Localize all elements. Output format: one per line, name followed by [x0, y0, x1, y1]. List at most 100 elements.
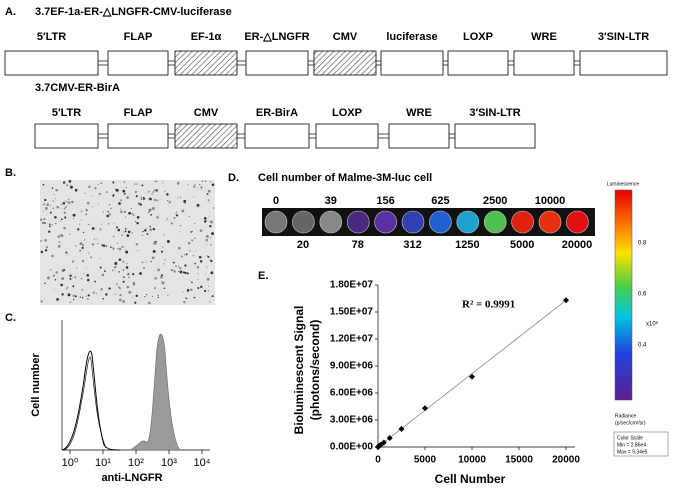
- cell: [102, 211, 104, 213]
- cell: [125, 216, 127, 218]
- element-box: [244, 123, 310, 149]
- cell: [149, 208, 152, 211]
- cell: [211, 232, 214, 235]
- cell: [62, 181, 66, 184]
- color-scale-text: Min = 2.86e4: [617, 442, 646, 448]
- cell: [126, 196, 129, 199]
- cell: [82, 260, 84, 262]
- cell: [166, 217, 168, 220]
- cell: [71, 200, 74, 204]
- cell: [63, 268, 66, 272]
- cell: [45, 207, 48, 210]
- axis-label: anti-LNGFR: [101, 472, 162, 484]
- cell: [61, 277, 65, 280]
- cell: [85, 208, 88, 212]
- cell: [127, 274, 130, 276]
- cell: [128, 290, 132, 294]
- cell: [185, 297, 188, 300]
- cell: [109, 215, 111, 217]
- cell: [204, 273, 206, 275]
- color-scale-text: Color Scale: [617, 435, 643, 441]
- cell: [131, 212, 134, 215]
- cell: [133, 284, 135, 286]
- cell: [101, 223, 103, 225]
- cell: [72, 277, 74, 279]
- cell: [160, 275, 163, 279]
- cell: [60, 283, 63, 287]
- cell: [135, 195, 138, 198]
- cell: [140, 198, 143, 201]
- cell: [131, 232, 133, 234]
- cell: [123, 276, 125, 278]
- cell: [72, 294, 75, 297]
- cell: [211, 295, 214, 298]
- cell: [49, 211, 52, 214]
- element-label: LOXP: [332, 107, 362, 119]
- cell: [157, 296, 159, 299]
- cell: [201, 180, 204, 183]
- cell: [43, 222, 45, 224]
- cell: [175, 211, 177, 213]
- cell: [186, 272, 189, 275]
- cell: [191, 230, 193, 232]
- cell: [60, 203, 63, 206]
- cell: [179, 231, 181, 233]
- cell: [211, 183, 215, 187]
- cell: [102, 297, 104, 300]
- cell: [82, 231, 85, 234]
- cell: [153, 181, 155, 183]
- cell: [55, 188, 59, 192]
- cell: [191, 281, 193, 284]
- cell: [156, 216, 159, 219]
- cell: [69, 277, 72, 280]
- cell: [46, 276, 50, 280]
- cell: [147, 198, 149, 199]
- cell: [200, 186, 203, 189]
- y-tick-label: 6.00E+06: [330, 388, 374, 399]
- cell: [148, 190, 150, 193]
- cell: [178, 271, 180, 272]
- cell: [56, 298, 59, 301]
- y-tick-label: 3.00E+06: [330, 415, 374, 426]
- cell: [53, 193, 55, 196]
- well: [264, 210, 288, 234]
- cell: [108, 213, 111, 216]
- cell: [92, 291, 95, 294]
- cell: [152, 191, 155, 193]
- cell: [55, 271, 58, 274]
- cell-number: 0: [273, 195, 279, 207]
- x-tick-label: 0: [375, 455, 381, 466]
- cell: [155, 189, 158, 192]
- cell-number: 2500: [483, 195, 507, 207]
- data-point: [469, 373, 475, 380]
- cell: [133, 214, 135, 217]
- cell: [69, 185, 71, 187]
- histogram-fill: [129, 333, 181, 451]
- cell: [147, 211, 150, 214]
- cell: [90, 256, 93, 259]
- cell: [118, 247, 122, 251]
- cell: [188, 216, 190, 218]
- cell: [72, 217, 74, 219]
- colorbar-units: (p/sec/cm²/sr): [615, 420, 646, 426]
- cell: [175, 214, 179, 217]
- element-box: [454, 123, 536, 149]
- cell: [161, 274, 163, 276]
- cell: [209, 301, 211, 303]
- cell: [88, 252, 90, 254]
- cell: [66, 286, 69, 289]
- cell: [134, 301, 137, 304]
- cell: [104, 270, 106, 273]
- axis-label: Cell number: [30, 353, 42, 417]
- cell: [142, 230, 144, 233]
- cell: [152, 249, 156, 253]
- cell: [99, 266, 102, 269]
- cell: [91, 243, 95, 246]
- element-label: ER-BirA: [256, 107, 298, 119]
- cell: [173, 269, 175, 272]
- cell: [190, 288, 193, 291]
- x-tick-label: 10²: [128, 457, 144, 469]
- cell: [140, 196, 143, 198]
- data-point: [422, 405, 428, 412]
- cell: [43, 218, 46, 221]
